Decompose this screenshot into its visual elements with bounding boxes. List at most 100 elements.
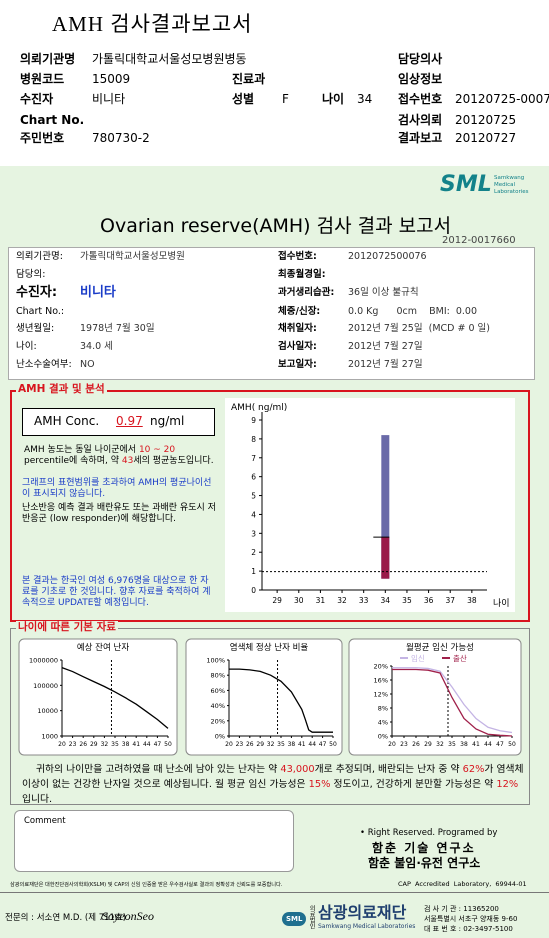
x-tick-label: 47 (154, 741, 162, 748)
info-label: 나이: (16, 341, 37, 352)
text-segment: 귀하의 나이만을 고려하였을 때 난소에 남아 있는 난자는 약 (36, 764, 281, 775)
x-tick-label: 26 (79, 741, 87, 748)
y-axis-label: AMH( ng/ml) (231, 403, 287, 413)
y-tick-label: 6 (251, 473, 256, 482)
amh-box (10, 390, 530, 622)
chart-bg (225, 398, 515, 612)
org-name: 삼광의료재단 (318, 903, 407, 922)
info-label: 난소수술여부: (16, 359, 72, 370)
y-tick-label: 0% (215, 733, 225, 741)
field-label: 병원코드 (20, 72, 65, 86)
chart-title: 염색체 정상 난자 비율 (230, 642, 309, 653)
x-tick-label: 20 (225, 741, 233, 748)
y-tick-label: 4 (251, 510, 256, 519)
conc-value: 0.97 (116, 414, 143, 428)
text-segment: 가 염색체이상이 없는 건강한 난자일 것으로 예상됩니다. 월 평균 임신 가… (22, 764, 524, 790)
chart-title: 예상 잔여 난자 (77, 642, 130, 653)
age-chart: 염색체 정상 난자 비율 0% 20% 40% 60% 80% 100% 20 23 26 29 32… (185, 638, 343, 756)
y-tick-label: 9 (251, 416, 256, 425)
y-tick-label: 3 (251, 529, 256, 538)
x-tick-label: 38 (460, 741, 468, 748)
info-value: 1978년 7월 30일 (80, 323, 155, 334)
x-tick-label: 32 (101, 741, 109, 748)
x-tick-label: 20 (388, 741, 396, 748)
credit: 함춘 불임·유전 연구소 (368, 856, 481, 870)
comment-label: Comment (24, 816, 66, 826)
field-value: 20120725 (455, 113, 517, 127)
x-tick-label: 35 (402, 596, 412, 605)
org-en: Samkwang Medical Laboratories (318, 923, 416, 930)
y-tick-label: 1000 (41, 733, 58, 741)
x-tick-label: 38 (122, 741, 130, 748)
paragraph: 본 결과는 한국인 여성 6,976명을 대상으로 한 자료를 기초로 한 것입… (22, 576, 211, 608)
x-tick-label: 41 (472, 741, 480, 748)
paragraph: 그래프의 표현범위를 초과하여 AMH의 평균나이선이 표시되지 않습니다. (22, 478, 212, 499)
info-box (8, 247, 535, 380)
info-value: NO (80, 359, 95, 370)
y-tick-label: 20% (374, 663, 388, 671)
info-label: 검사일자: (278, 341, 317, 352)
x-tick-label: 38 (467, 596, 477, 605)
y-tick-label: 20% (211, 717, 225, 725)
x-tick-label: 23 (236, 741, 244, 748)
section-heading: 나이에 따른 기본 자료 (16, 621, 118, 634)
text-segment: 43,000 (280, 764, 315, 775)
text-segment: 세의 평균농도입니다. (133, 456, 214, 466)
field-label: 임상정보 (398, 72, 443, 86)
y-tick-label: 100000 (33, 682, 58, 690)
y-tick-label: 80% (211, 672, 225, 680)
field-label: 결과보고 (398, 131, 443, 145)
x-tick-label: 44 (143, 741, 151, 748)
curve (61, 667, 169, 729)
logo-mark: SML (282, 912, 307, 927)
info-value: 2012072500076 (348, 251, 427, 262)
field-label: 나이 (322, 92, 345, 106)
x-tick-label: 44 (484, 741, 492, 748)
field-value: 20120727 (455, 131, 517, 145)
x-tick-label: 36 (424, 596, 434, 605)
info-label: 최종월경일: (278, 269, 326, 280)
text-segment: 입니다. (22, 794, 53, 805)
x-tick-label: 29 (256, 741, 264, 748)
info-label: Chart No.: (16, 306, 65, 317)
field-label: Chart No. (20, 113, 85, 127)
x-tick-label: 38 (288, 741, 296, 748)
info-value: 34.0 세 (80, 341, 113, 352)
logo-sub: Medical (494, 182, 516, 188)
title: AMH 검사결과보고서 (52, 12, 253, 36)
report-number: 2012-0017660 (442, 235, 516, 246)
field-label: 의뢰기관명 (20, 52, 76, 66)
age-chart: 예상 잔여 난자 1000 10000 100000 1000000 20 23 26 29 32… (18, 638, 178, 756)
x-tick-label: 23 (400, 741, 408, 748)
y-tick-label: 1000000 (29, 657, 58, 665)
y-tick-label: 12% (374, 691, 388, 699)
text-segment: 15% (308, 779, 331, 790)
info-label: 생년월일: (16, 323, 55, 334)
x-tick-label: 32 (337, 596, 347, 605)
footer-notice: 삼광의료재단은 대한진단검사의학회(KSLM) 및 CAP의 신임 인증을 받은… (10, 882, 283, 888)
legend-label: 임신 (411, 654, 425, 663)
field-value: 20120725-00076 (455, 92, 549, 106)
x-tick-label: 41 (298, 741, 306, 748)
x-tick-label: 47 (319, 741, 327, 748)
x-tick-label: 33 (359, 596, 369, 605)
info-label: 담당의: (16, 269, 46, 280)
x-tick-label: 50 (329, 741, 337, 748)
y-tick-label: 100% (206, 657, 225, 665)
field-value: 비니타 (92, 92, 126, 106)
contact: 검 사 기 관 : 11365200 (424, 905, 499, 913)
y-tick-label: 10000 (37, 707, 58, 715)
x-tick-label: 30 (294, 596, 304, 605)
x-tick-label: 34 (381, 596, 391, 605)
y-tick-label: 5 (251, 492, 256, 501)
x-tick-label: 44 (308, 741, 316, 748)
y-tick-label: 16% (374, 677, 388, 685)
x-tick-label: 29 (424, 741, 432, 748)
x-tick-label: 47 (496, 741, 504, 748)
conc-box (22, 408, 215, 436)
report-title: Ovarian reserve(AMH) 검사 결과 보고서 (100, 215, 452, 237)
chart-frame (18, 638, 178, 756)
